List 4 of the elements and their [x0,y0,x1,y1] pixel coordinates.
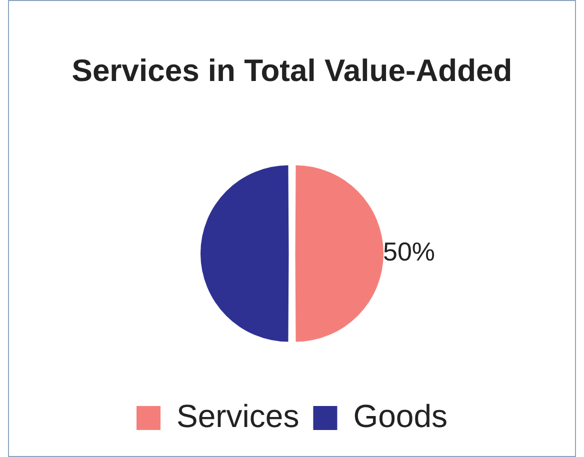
data-label: 50% [383,236,436,267]
legend-label: Services [176,398,300,434]
legend-label: Goods [353,398,448,434]
chart-title: Services in Total Value-Added [70,53,514,89]
